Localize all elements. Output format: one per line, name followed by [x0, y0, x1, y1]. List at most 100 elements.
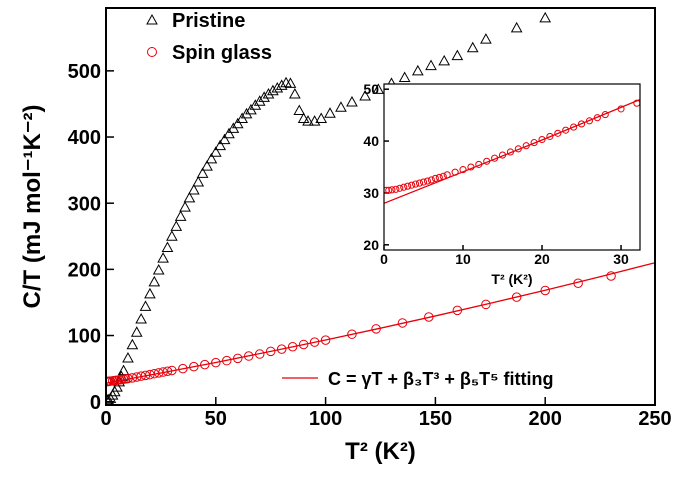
plot-marks — [106, 11, 655, 405]
triangle-marker — [183, 191, 196, 203]
plot-area — [384, 84, 640, 250]
x-axis-title: T² (K²) — [345, 438, 416, 465]
triangle-marker — [231, 117, 244, 129]
legend-label: Pristine — [172, 10, 245, 32]
circle-marker — [388, 186, 396, 194]
triangle-marker — [335, 101, 347, 112]
circle-marker — [400, 183, 408, 191]
triangle-marker — [179, 201, 191, 212]
triangle-marker — [170, 220, 183, 231]
triangle-marker — [275, 79, 288, 90]
circle-marker — [570, 123, 578, 131]
triangle-marker — [157, 252, 169, 263]
x-tick-label: 100 — [309, 408, 342, 430]
circle-marker — [371, 324, 381, 334]
triangle-marker — [271, 82, 284, 93]
y-tick-label: 500 — [68, 61, 101, 83]
triangle-marker — [126, 338, 139, 350]
triangle-marker — [510, 21, 523, 33]
circle-marker — [606, 271, 616, 281]
triangle-marker — [152, 263, 165, 275]
circle-marker — [320, 335, 331, 345]
plot-frame — [383, 83, 641, 251]
y-tick-label: 400 — [68, 127, 101, 149]
legend-label: Spin glass — [172, 42, 272, 64]
triangle-marker — [111, 381, 123, 392]
triangle-marker — [205, 152, 218, 164]
circle-marker — [585, 117, 593, 125]
triangle-marker — [187, 183, 200, 195]
circle-marker — [540, 285, 550, 296]
y-tick-label: 200 — [68, 260, 101, 282]
circle-marker — [412, 180, 420, 188]
circle-marker — [287, 342, 298, 352]
triangle-marker — [144, 287, 156, 299]
triangle-marker — [122, 351, 134, 363]
triangle-marker — [372, 83, 385, 94]
triangle-marker — [284, 77, 297, 88]
x-tick-label: 10 — [455, 251, 471, 267]
triangle-marker — [218, 133, 231, 145]
x-tick-label: 150 — [419, 408, 452, 430]
y-tick-label: 0 — [90, 392, 101, 414]
triangle-marker — [214, 139, 227, 151]
triangle-marker — [209, 146, 222, 157]
x-axis-title: T² (K²) — [491, 271, 532, 287]
circle-marker — [427, 176, 435, 184]
circle-marker — [511, 292, 522, 302]
triangle-marker — [130, 326, 143, 337]
triangle-marker — [289, 87, 301, 99]
triangle-marker — [240, 107, 253, 119]
circle-marker — [546, 132, 554, 140]
circle-marker — [538, 135, 546, 144]
circle-marker — [415, 179, 424, 187]
triangle-marker — [315, 112, 328, 123]
x-tick-label: 0 — [100, 408, 111, 430]
plot-frame — [105, 7, 656, 406]
triangle-marker — [166, 230, 178, 241]
triangle-marker — [139, 300, 152, 311]
triangle-marker — [174, 210, 187, 221]
triangle-marker — [480, 33, 492, 44]
circle-marker — [554, 129, 562, 137]
y-tick-label: 20 — [363, 237, 379, 253]
circle-marker — [392, 185, 400, 193]
x-tick-label: 250 — [638, 408, 671, 430]
y-tick-label: 50 — [363, 81, 379, 97]
triangle-marker — [466, 41, 479, 53]
x-tick-label: 50 — [205, 408, 227, 430]
triangle-marker — [148, 275, 161, 287]
triangle-marker — [262, 87, 275, 99]
circle-marker — [396, 184, 404, 192]
triangle-marker — [297, 112, 310, 123]
circle-marker — [459, 166, 467, 174]
legend-marker — [146, 13, 158, 25]
triangle-marker — [253, 95, 266, 106]
legend-label: C = γT + β₃T³ + β₅T⁵ fitting — [328, 369, 554, 389]
y-tick-label: 300 — [68, 193, 101, 215]
circle-marker — [385, 186, 393, 194]
x-tick-label: 200 — [529, 408, 562, 430]
triangle-marker — [359, 89, 371, 101]
triangle-marker — [293, 104, 306, 116]
triangle-marker — [539, 11, 552, 23]
x-tick-label: 0 — [380, 251, 388, 267]
x-tick-label: 30 — [613, 251, 629, 267]
triangle-marker — [267, 84, 279, 96]
triangle-marker — [438, 54, 451, 66]
triangle-marker — [346, 95, 358, 107]
triangle-marker — [302, 115, 314, 126]
circle-marker — [408, 181, 416, 189]
y-tick-label: 40 — [363, 133, 379, 149]
y-tick-label: 100 — [68, 326, 101, 348]
circle-marker — [431, 174, 439, 182]
triangle-marker — [223, 127, 235, 139]
triangle-marker — [161, 241, 174, 253]
circle-marker — [189, 361, 199, 372]
legend-marker — [147, 47, 157, 57]
triangle-marker — [192, 175, 205, 187]
circle-marker — [404, 182, 412, 190]
triangle-marker — [398, 71, 411, 82]
circle-marker — [347, 329, 357, 339]
